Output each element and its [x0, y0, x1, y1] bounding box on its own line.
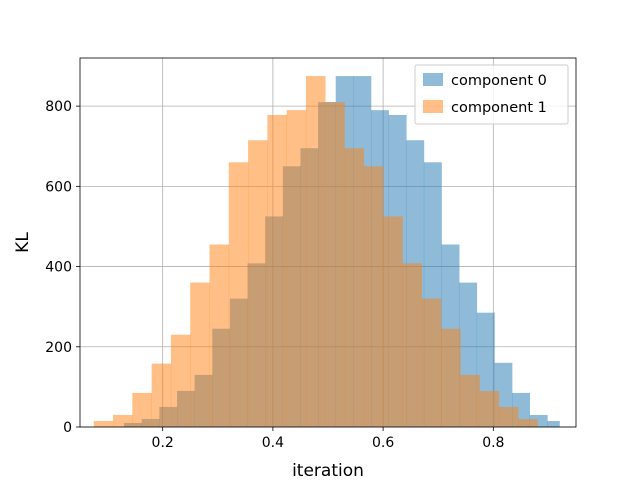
- y-tick-label: 0: [63, 420, 72, 436]
- legend: component 0 component 1: [414, 64, 569, 125]
- histogram-bar: [170, 334, 191, 427]
- histogram-bar: [93, 420, 114, 427]
- histogram-bar: [344, 148, 365, 427]
- histogram-bar: [547, 420, 560, 427]
- histogram-bar: [113, 414, 133, 427]
- histogram-bar: [267, 114, 287, 427]
- legend-box: [414, 64, 569, 125]
- histogram-bar: [209, 244, 230, 427]
- y-tick-label: 800: [45, 99, 72, 115]
- histogram-bar: [305, 76, 326, 427]
- x-tick-label: 0.8: [482, 435, 504, 451]
- plot-frame: [79, 57, 577, 428]
- histogram-bars: [93, 76, 560, 428]
- x-axis-label: iteration: [292, 461, 364, 480]
- histogram-bar: [363, 166, 384, 428]
- legend-label: component 1: [451, 100, 547, 116]
- histogram-bar: [402, 263, 422, 427]
- histogram-bar: [518, 418, 538, 427]
- histogram-bar: [151, 363, 172, 427]
- legend-label: component 0: [451, 73, 547, 89]
- histogram-bar: [498, 406, 519, 427]
- y-tick-label: 400: [45, 260, 72, 276]
- axes-frame: [79, 57, 577, 428]
- y-tick-label: 600: [45, 179, 72, 195]
- legend-swatch: [423, 73, 443, 86]
- series-1-bars: [93, 76, 538, 428]
- histogram-bar: [190, 282, 210, 427]
- y-tick-label: 200: [45, 340, 72, 356]
- histogram-bar: [325, 102, 345, 427]
- histogram-bar: [440, 328, 461, 427]
- histogram-bar: [228, 162, 249, 428]
- histogram-bar: [248, 140, 268, 427]
- x-tick-label: 0.2: [152, 435, 174, 451]
- y-axis-label: KL: [13, 232, 33, 253]
- histogram-bar: [132, 392, 152, 427]
- histogram-bar: [479, 390, 500, 427]
- axis-ticks: 0.2 0.4 0.6 0.8 0 200 400 600 800: [45, 99, 504, 451]
- histogram-bar: [286, 110, 307, 428]
- histogram-bar: [421, 298, 442, 427]
- histogram-bar: [383, 216, 403, 427]
- legend-swatch: [423, 100, 443, 113]
- histogram-bar: [460, 374, 480, 427]
- x-tick-label: 0.4: [262, 435, 284, 451]
- x-tick-label: 0.6: [372, 435, 394, 451]
